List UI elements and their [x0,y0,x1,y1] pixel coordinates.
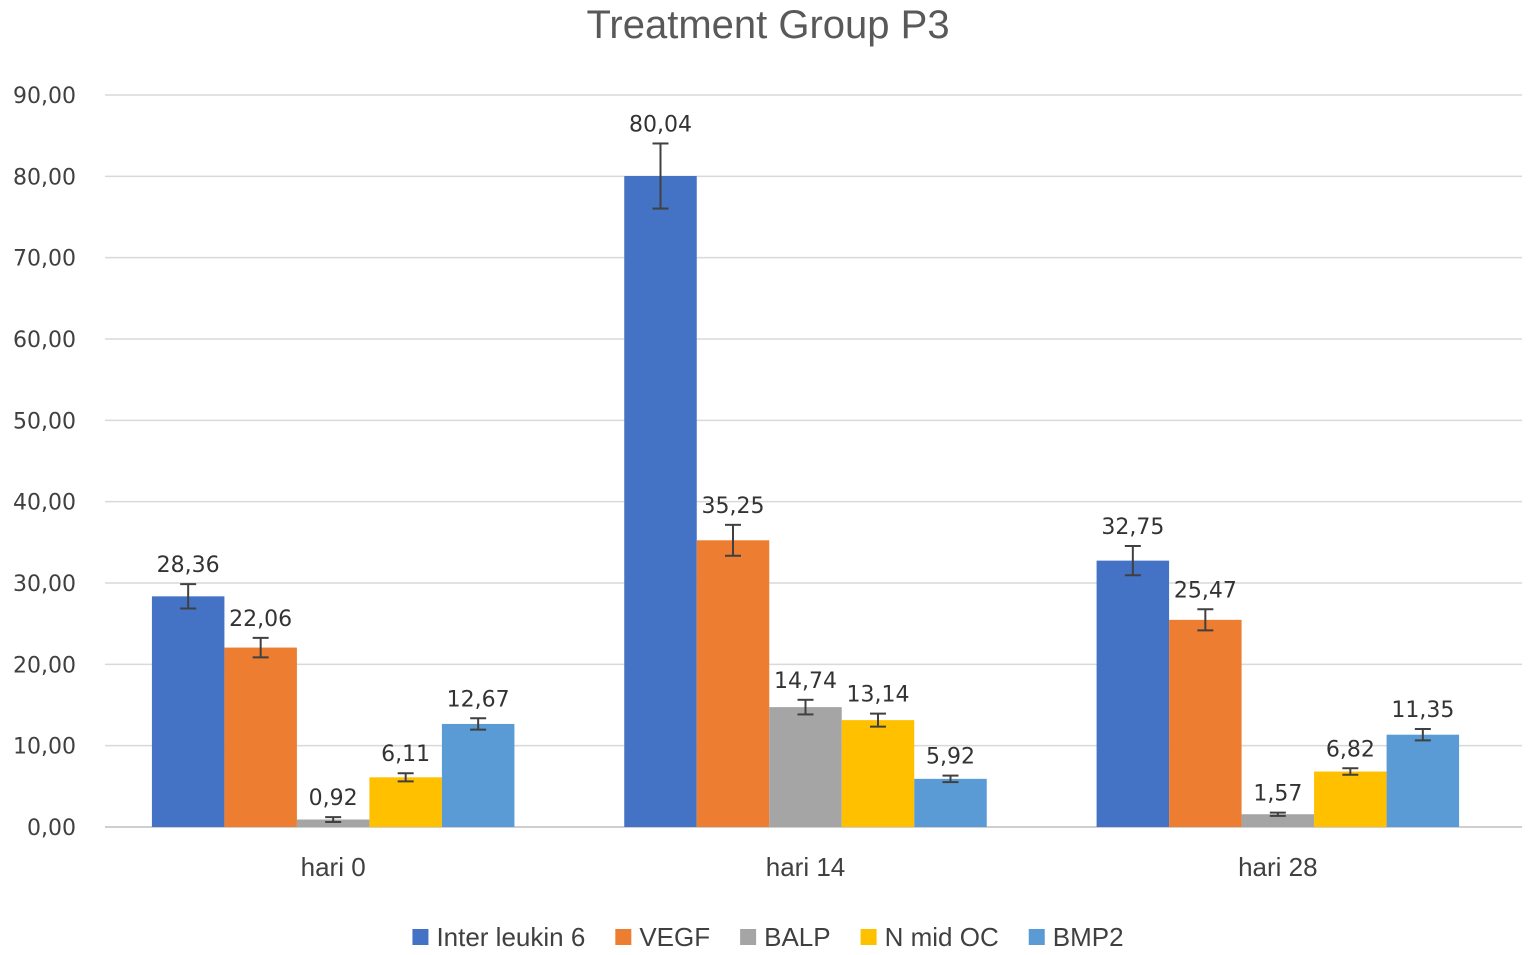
bar [624,176,697,827]
data-label: 11,35 [1391,698,1454,723]
bar [841,720,915,827]
bar [1169,619,1242,827]
bar [769,707,842,827]
data-label: 14,74 [774,669,837,694]
data-label: 28,36 [157,553,220,578]
data-label: 5,92 [926,745,975,770]
bar [296,819,370,827]
bar [1386,734,1460,827]
x-axis-categories: hari 0 hari 14 hari 28 [301,852,1318,882]
bar [224,647,297,827]
bar [151,596,225,827]
y-axis-ticks: 0,00 10,00 20,00 30,00 40,00 50,00 60,00 70,00 8… [13,84,76,841]
y-tick-label: 60,00 [13,328,76,353]
x-category-label: hari 14 [766,852,846,882]
legend-label: VEGF [639,922,710,952]
data-label: 0,92 [309,786,358,811]
bars [151,176,1460,827]
data-label: 22,06 [229,607,292,632]
legend-swatch [412,929,429,945]
y-tick-label: 70,00 [13,247,76,272]
bar [1241,814,1315,827]
y-tick-label: 0,00 [27,816,76,841]
data-label: 32,75 [1101,515,1164,540]
y-tick-label: 20,00 [13,653,76,678]
y-tick-label: 80,00 [13,165,76,190]
legend-swatch [860,929,877,945]
legend-swatch [1028,929,1045,945]
x-category-label: hari 28 [1238,852,1318,882]
data-labels: 28,36 22,06 0,92 6,11 12,67 80,04 35,25 14,74 13… [157,112,1455,811]
bar [696,540,770,827]
y-tick-label: 30,00 [13,572,76,597]
y-tick-label: 90,00 [13,84,76,109]
data-label: 35,25 [702,494,765,519]
y-tick-label: 10,00 [13,735,76,760]
legend-label: Inter leukin 6 [436,922,585,952]
legend-swatch [615,929,632,945]
data-label: 6,11 [381,742,430,767]
error-bars [180,142,1431,823]
legend: Inter leukin 6 VEGF BALP N mid OC BMP2 [412,922,1124,952]
data-label: 80,04 [629,112,692,137]
gridlines [105,94,1522,828]
legend-label: BMP2 [1053,922,1124,952]
data-label: 1,57 [1253,782,1302,807]
legend-label: BALP [764,922,831,952]
bar [1314,771,1387,827]
data-label: 12,67 [447,687,510,712]
bar [914,778,987,827]
y-tick-label: 50,00 [13,409,76,434]
legend-swatch [740,929,757,945]
bar [1096,560,1170,827]
bar [441,723,515,827]
data-label: 13,14 [847,683,910,708]
legend-label: N mid OC [885,922,999,952]
data-label: 25,47 [1174,578,1237,603]
bar [369,777,442,827]
y-tick-label: 40,00 [13,491,76,516]
data-label: 6,82 [1326,737,1375,762]
x-category-label: hari 0 [301,852,366,882]
chart-title: Treatment Group P3 [586,3,949,47]
